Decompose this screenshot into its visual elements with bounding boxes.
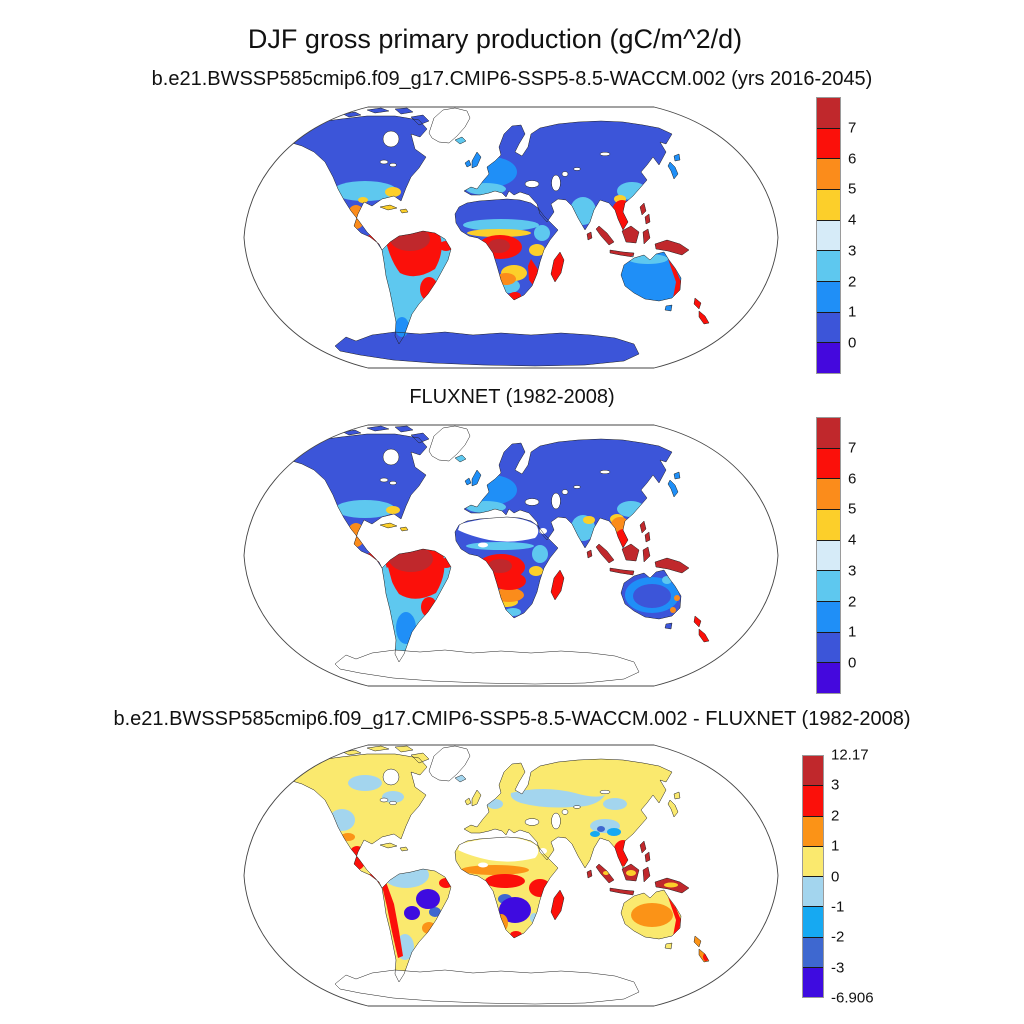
colorbar-segment [803,936,823,967]
colorbar-segment [817,601,840,632]
colorbar-tick-label: 4 [848,211,857,229]
colorbar-tick-label: 3 [831,776,840,794]
colorbar-segment [817,189,840,220]
landmass-antarctica [335,650,639,684]
overlay-orange-regions [341,833,673,934]
overlay-cyan-regions [590,828,621,837]
colorbar-tick-label: 7 [848,119,857,137]
panel-title-fluxnet: FLUXNET (1982-2008) [409,386,615,408]
colorbar-segment [803,756,823,786]
colorbar-difference-labels: 12.17 3 2 1 0 -1 -2 -3 -6.906 [831,748,901,1006]
overlay-dodger-regions-2 [396,612,416,644]
colorbar-segment [817,311,840,343]
landmass-iceland [455,137,466,144]
colorbar-segment [817,158,840,190]
colorbar-tick-label: 4 [848,531,857,549]
landmass-greenland [429,108,470,143]
colorbar-segment [803,845,823,876]
landmass-japan [668,792,680,817]
map-fluxnet [243,424,779,687]
data-overlays-fluxnet [335,475,680,644]
overlay-royal-regions [633,584,671,608]
landmass-greenland [429,426,470,461]
colorbar-segment [803,966,823,997]
colorbar-segment [817,342,840,374]
overlay-dodger-regions [465,157,517,187]
colorbar-fluxnet-labels: 7 6 5 4 3 2 1 0 [848,417,918,694]
colorbar-segment [817,418,840,448]
colorbar-segment [817,250,840,282]
overlay-missing-sahara [458,837,547,868]
colorbar-tick-label: 1 [831,837,840,855]
map-difference [243,744,779,1007]
figure-title: DJF gross primary production (gC/m^2/d) [247,24,743,54]
colorbar-model-labels: 7 6 5 4 3 2 1 0 [848,97,918,374]
colorbar-segment [817,509,840,540]
map-fluxnet-content [281,426,709,684]
colorbar-tick-label: 5 [848,180,857,198]
colorbar-tick-label: -3 [831,959,845,977]
colorbar-segment [817,478,840,510]
colorbar-tick-label: 0 [848,654,857,672]
colorbar-tick-label: 6 [848,470,857,488]
colorbar-segment [817,219,840,251]
landmass-maritime-continent [587,521,689,575]
colorbar-difference: 12.17 3 2 1 0 -1 -2 -3 -6.906 [802,748,874,1006]
colorbar-segment [817,631,840,663]
colorbar-tick-label: 0 [831,868,840,885]
colorbar-tick-label: 3 [848,242,857,260]
colorbar-tick-label: 0 [848,334,857,352]
colorbar-segment [803,785,823,816]
landmass-antarctica [335,970,639,1004]
panel-title-difference: b.e21.BWSSP585cmip6.f09_g17.CMIP6-SSP5-8… [113,708,911,730]
colorbar-tick-label: 7 [848,439,857,457]
colorbar-tick-label: 2 [848,593,857,611]
colorbar-segment [817,98,840,128]
colorbar-tick-label: 1 [848,303,857,321]
colorbar-segment [817,539,840,571]
overlay-dodger-regions-2 [395,317,409,337]
colorbar-fluxnet: 7 6 5 4 3 2 1 0 [816,417,856,694]
landmass-greenland [429,746,470,781]
colorbar-segment [803,906,823,937]
map-model-content [281,108,709,366]
colorbar-segment [817,570,840,602]
colorbar-tick-label: 1 [848,623,857,641]
colorbar-difference-bar [802,755,824,998]
colorbar-tick-label: 2 [848,273,857,291]
colorbar-segment [817,127,840,159]
map-difference-content [281,746,709,1004]
landmass-iceland [455,775,466,782]
colorbar-tick-label: -2 [831,928,845,946]
colorbar-segment [817,662,840,694]
landmass-maritime-continent [587,203,689,257]
landmass-antarctica [335,332,639,366]
colorbar-segment [803,876,823,907]
colorbar-tick-label: 12.17 [831,746,869,764]
map-model [243,106,779,369]
colorbar-tick-label: 5 [848,500,857,518]
colorbar-tick-label: 3 [848,562,857,580]
overlay-missing-sahara [458,517,547,548]
colorbar-tick-label: -6.906 [831,989,874,1007]
colorbar-segment [817,447,840,479]
colorbar-tick-label: 2 [831,807,840,825]
colorbar-tick-label: -1 [831,898,845,916]
overlay-violet-regions [404,889,531,923]
landmass-japan [668,154,680,179]
colorbar-model-bar [816,97,841,374]
colorbar-model: 7 6 5 4 3 2 1 0 [816,97,856,374]
colorbar-segment [803,815,823,846]
panel-title-model: b.e21.BWSSP585cmip6.f09_g17.CMIP6-SSP5-8… [151,68,873,90]
colorbar-segment [817,281,840,312]
landmass-iceland [455,455,466,462]
colorbar-fluxnet-bar [816,417,841,694]
landmass-japan [668,472,680,497]
colorbar-tick-label: 6 [848,150,857,168]
